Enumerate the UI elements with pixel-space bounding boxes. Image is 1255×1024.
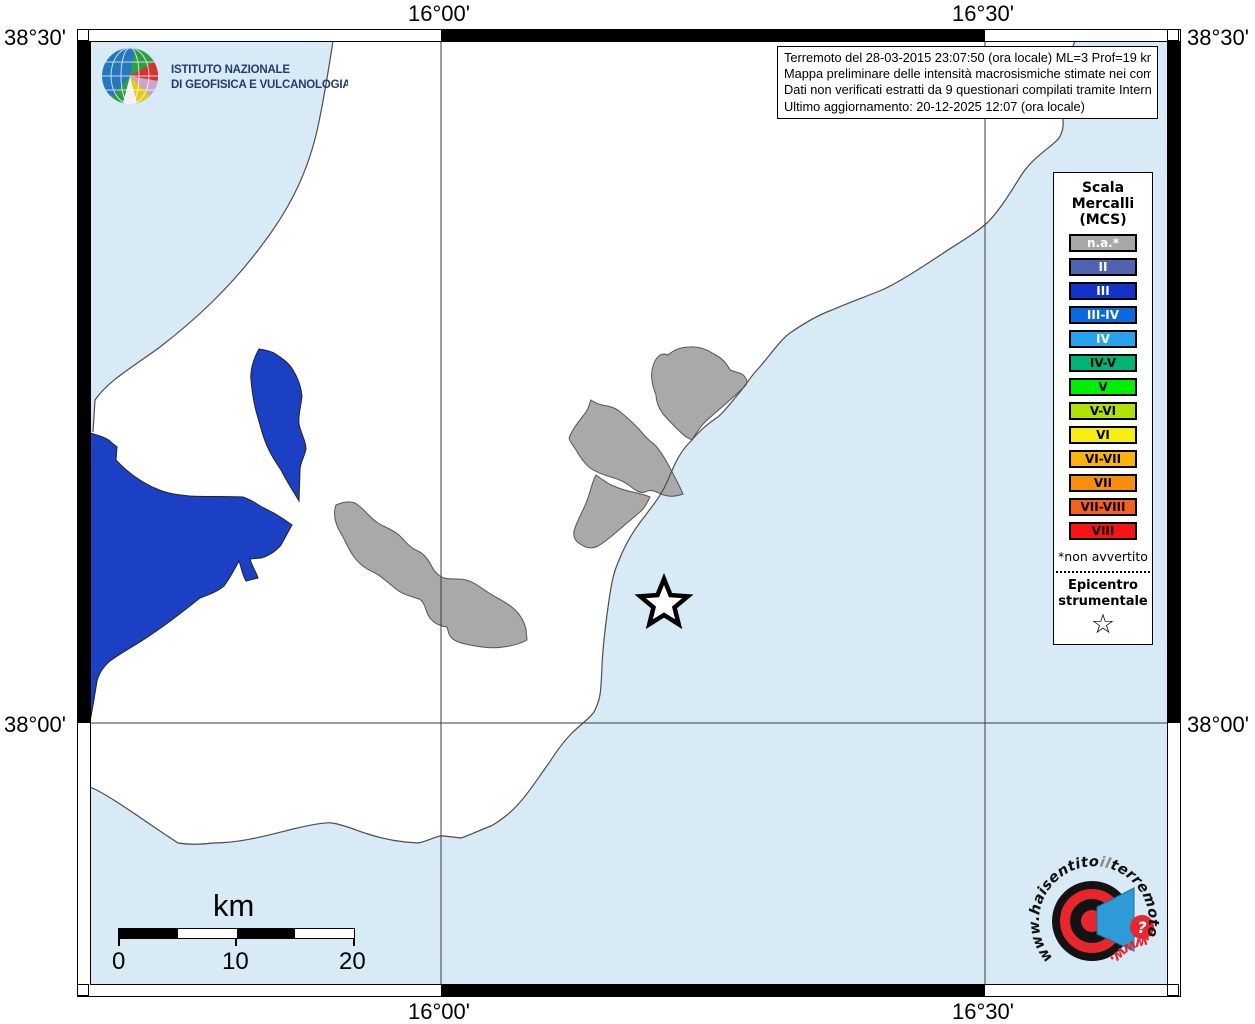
lat-label-top-left: 38°30' xyxy=(4,25,66,50)
legend-divider xyxy=(1056,571,1150,573)
legend-item-v: V xyxy=(1069,378,1137,396)
scale-tick-0 xyxy=(118,938,120,946)
megaphone-icon xyxy=(1096,887,1135,952)
scale-label-0: 0 xyxy=(112,948,126,975)
frame-band-right-black xyxy=(1168,41,1180,723)
scale-tick-10 xyxy=(235,938,237,946)
lon-label-top-left: 16°00' xyxy=(408,1,470,26)
lon-label-bottom-right: 16°30' xyxy=(952,999,1014,1024)
ingv-name-line2: DI GEOFISICA E VULCANOLOGIA xyxy=(171,79,348,91)
legend-item-vi: VI xyxy=(1069,426,1137,444)
map-canvas xyxy=(90,41,1168,985)
mercalli-legend: Scala Mercalli (MCS) n.a.* II III III-IV… xyxy=(1053,172,1153,645)
scale-bar: km 0 10 20 xyxy=(108,888,388,988)
scale-label-10: 10 xyxy=(222,948,249,975)
sea-east-south xyxy=(90,41,1168,985)
lat-label-bottom-left: 38°00' xyxy=(4,712,66,737)
frame-band-top-black xyxy=(441,30,985,41)
municipality-felt-west xyxy=(90,432,293,723)
legend-title-line2: Mercalli xyxy=(1071,196,1135,212)
legend-item-viii: VIII xyxy=(1069,522,1137,540)
legend-epicenter-line1: Epicentro xyxy=(1068,578,1138,593)
legend-item-iv: IV xyxy=(1069,330,1137,348)
map-frame-outer xyxy=(77,29,1181,997)
question-mark: ? xyxy=(1137,918,1146,937)
municipality-na-coast-upper xyxy=(651,346,748,441)
frame-corner-top-right xyxy=(1167,29,1179,41)
legend-item-vii: VII xyxy=(1069,474,1137,492)
haisentito-logo: ? www.haisentitoilterremoto.it www. xyxy=(1025,845,1161,967)
ingv-logo: ISTITUTO NAZIONALE DI GEOFISICA E VULCAN… xyxy=(102,48,348,104)
legend-star-icon: ☆ xyxy=(1090,609,1116,640)
legend-item-iii-iv: III-IV xyxy=(1069,306,1137,324)
legend-item-iii: III xyxy=(1069,282,1137,300)
legend-footnote: *non avvertito xyxy=(1058,549,1148,564)
lon-label-top-right: 16°30' xyxy=(952,1,1014,26)
legend-item-vi-vii: VI-VII xyxy=(1069,450,1137,468)
frame-corner-bottom-right xyxy=(1167,984,1179,996)
info-line-map-type: Mappa preliminare delle intensità macros… xyxy=(784,66,1151,82)
municipality-na-coast-middle xyxy=(568,399,684,497)
info-line-event: Terremoto del 28-03-2015 23:07:50 (ora l… xyxy=(784,50,1151,65)
municipality-na-central xyxy=(334,501,528,649)
scale-bar-unit: km xyxy=(213,888,255,923)
frame-band-bottom-black xyxy=(441,985,985,996)
legend-item-ii: II xyxy=(1069,258,1137,276)
legend-epicenter-line2: strumentale xyxy=(1058,594,1148,609)
coastline-east-south xyxy=(90,41,1076,845)
frame-band-left-black xyxy=(78,41,90,723)
epicenter-star xyxy=(634,572,694,630)
earthquake-info-box: Terremoto del 28-03-2015 23:07:50 (ora l… xyxy=(777,46,1158,119)
scale-label-20: 20 xyxy=(339,948,366,975)
legend-item-vii-viii: VII-VIII xyxy=(1069,498,1137,516)
question-badge xyxy=(1130,915,1154,939)
coastline-west xyxy=(92,41,334,433)
sea-west xyxy=(90,41,333,434)
lon-label-bottom-left: 16°00' xyxy=(408,999,470,1024)
legend-item-v-vi: V-VI xyxy=(1069,402,1137,420)
legend-item-iv-v: IV-V xyxy=(1069,354,1137,372)
legend-title-line1: Scala xyxy=(1081,180,1125,196)
scale-tick-20 xyxy=(353,938,355,946)
legend-item-na: n.a.* xyxy=(1069,234,1137,252)
info-line-data-source: Dati non verificati estratti da 9 questi… xyxy=(784,82,1151,98)
ingv-name-line1: ISTITUTO NAZIONALE xyxy=(171,64,290,76)
lat-label-top-right: 38°30' xyxy=(1187,25,1249,50)
lat-label-bottom-right: 38°00' xyxy=(1187,712,1249,737)
frame-corner-top-left xyxy=(77,29,89,41)
legend-title-line3: (MCS) xyxy=(1079,212,1127,228)
info-line-updated: Ultimo aggiornamento: 20-12-2025 12:07 (… xyxy=(784,98,1085,114)
municipality-na-coast-lower xyxy=(573,474,651,549)
municipality-felt-north xyxy=(250,348,307,503)
frame-corner-bottom-left xyxy=(77,984,89,996)
